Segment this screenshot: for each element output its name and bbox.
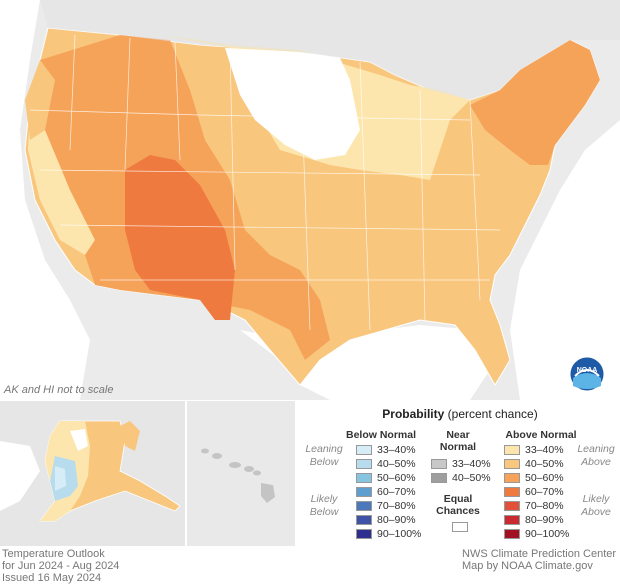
legend-title-rest: (percent chance) <box>444 407 538 421</box>
equal-chances-swatch <box>452 522 468 532</box>
region-50-60-northeast <box>470 40 600 165</box>
leaning-below-label: Leaning Below <box>300 443 348 469</box>
above-normal-label: 80–90% <box>525 514 564 526</box>
below-normal-label: 50–60% <box>377 472 416 484</box>
scale-note: AK and HI not to scale <box>4 384 114 396</box>
alaska-equal-chances <box>70 429 88 451</box>
leaning-above-label: Leaning Above <box>572 443 620 469</box>
hawaii-svg <box>187 401 295 546</box>
below-normal-label: 40–50% <box>377 458 416 470</box>
alaska-below-33-40 <box>55 466 66 491</box>
footer-right: NWS Climate Prediction Center Map by NOA… <box>462 548 616 572</box>
below-normal-swatch <box>356 515 372 525</box>
near-normal-label: 33–40% <box>452 458 491 470</box>
map-svg <box>0 0 620 400</box>
alaska-svg <box>0 401 185 546</box>
footer-left-line3: Issued 16 May 2024 <box>2 572 102 584</box>
near-normal-heading: Near Normal <box>425 429 491 453</box>
below-normal-swatch <box>356 445 372 455</box>
region-40-50-westcoast <box>25 60 55 140</box>
above-normal-label: 33–40% <box>525 444 564 456</box>
alaska-inset <box>0 401 185 546</box>
below-normal-label: 80–90% <box>377 514 416 526</box>
equal-chances-line2: Chances <box>436 505 480 517</box>
near-normal-swatch <box>431 473 447 483</box>
below-normal-swatch <box>356 459 372 469</box>
below-normal-label: 70–80% <box>377 500 416 512</box>
above-normal-swatch <box>504 501 520 511</box>
equal-chances-line1: Equal <box>443 493 473 505</box>
near-normal-swatch <box>431 459 447 469</box>
near-normal-heading-line1: Near <box>446 429 470 441</box>
leaning-below-line2: Below <box>309 456 339 468</box>
below-normal-swatch <box>356 487 372 497</box>
hawaii-big-island <box>261 483 275 503</box>
conus-map: NOAA AK and HI not to scale <box>0 0 620 400</box>
below-normal-swatch <box>356 473 372 483</box>
above-normal-label: 50–60% <box>525 472 564 484</box>
below-normal-swatch <box>356 501 372 511</box>
region-60-70 <box>125 155 235 320</box>
footer-left: Temperature Outlook for Jun 2024 - Aug 2… <box>2 548 119 584</box>
hawaii-inset <box>187 401 295 546</box>
atlantic-ocean <box>510 120 620 400</box>
state-borders <box>29 34 501 331</box>
above-normal-swatch <box>504 515 520 525</box>
above-normal-swatch <box>504 473 520 483</box>
noaa-logo: NOAA <box>569 356 605 392</box>
below-normal-heading: Below Normal <box>345 429 416 441</box>
leaning-above-line2: Above <box>581 456 611 468</box>
footer-right-line2: Map by NOAA Climate.gov <box>462 560 593 572</box>
below-normal-label: 60–70% <box>377 486 416 498</box>
above-normal-label: 90–100% <box>525 528 570 540</box>
above-normal-swatch <box>504 459 520 469</box>
near-normal-heading-line2: Normal <box>439 441 477 453</box>
pacific-ocean <box>0 0 90 400</box>
below-normal-label: 33–40% <box>377 444 416 456</box>
canada-land <box>0 0 620 100</box>
above-normal-swatch <box>504 529 520 539</box>
leaning-above-line1: Leaning <box>577 443 615 455</box>
likely-above-line2: Above <box>581 506 611 518</box>
above-normal-swatch <box>504 487 520 497</box>
near-normal-label: 40–50% <box>452 472 491 484</box>
likely-below-line2: Below <box>309 506 339 518</box>
likely-below-label: Likely Below <box>300 493 348 519</box>
footer-right-line1: NWS Climate Prediction Center <box>462 548 617 560</box>
below-normal-swatch <box>356 529 372 539</box>
footer-left-line2: for Jun 2024 - Aug 2024 <box>2 560 120 572</box>
above-normal-label: 70–80% <box>525 500 564 512</box>
likely-above-label: Likely Above <box>572 493 620 519</box>
legend-title: Probability (percent chance) <box>300 407 620 421</box>
above-normal-heading: Above Normal <box>505 429 577 441</box>
likely-above-line1: Likely <box>582 493 610 505</box>
above-normal-label: 60–70% <box>525 486 564 498</box>
below-normal-label: 90–100% <box>377 528 422 540</box>
region-33-40-west <box>28 110 95 255</box>
above-normal-swatch <box>504 445 520 455</box>
legend-panel <box>298 401 620 546</box>
likely-below-line1: Likely <box>310 493 338 505</box>
above-normal-label: 40–50% <box>525 458 564 470</box>
legend-title-bold: Probability <box>382 407 445 421</box>
footer-left-line1: Temperature Outlook <box>2 548 105 560</box>
region-equal-chances <box>225 48 360 160</box>
equal-chances-heading: Equal Chances <box>425 493 491 517</box>
svg-text:NOAA: NOAA <box>577 367 598 374</box>
leaning-below-line1: Leaning <box>305 443 343 455</box>
